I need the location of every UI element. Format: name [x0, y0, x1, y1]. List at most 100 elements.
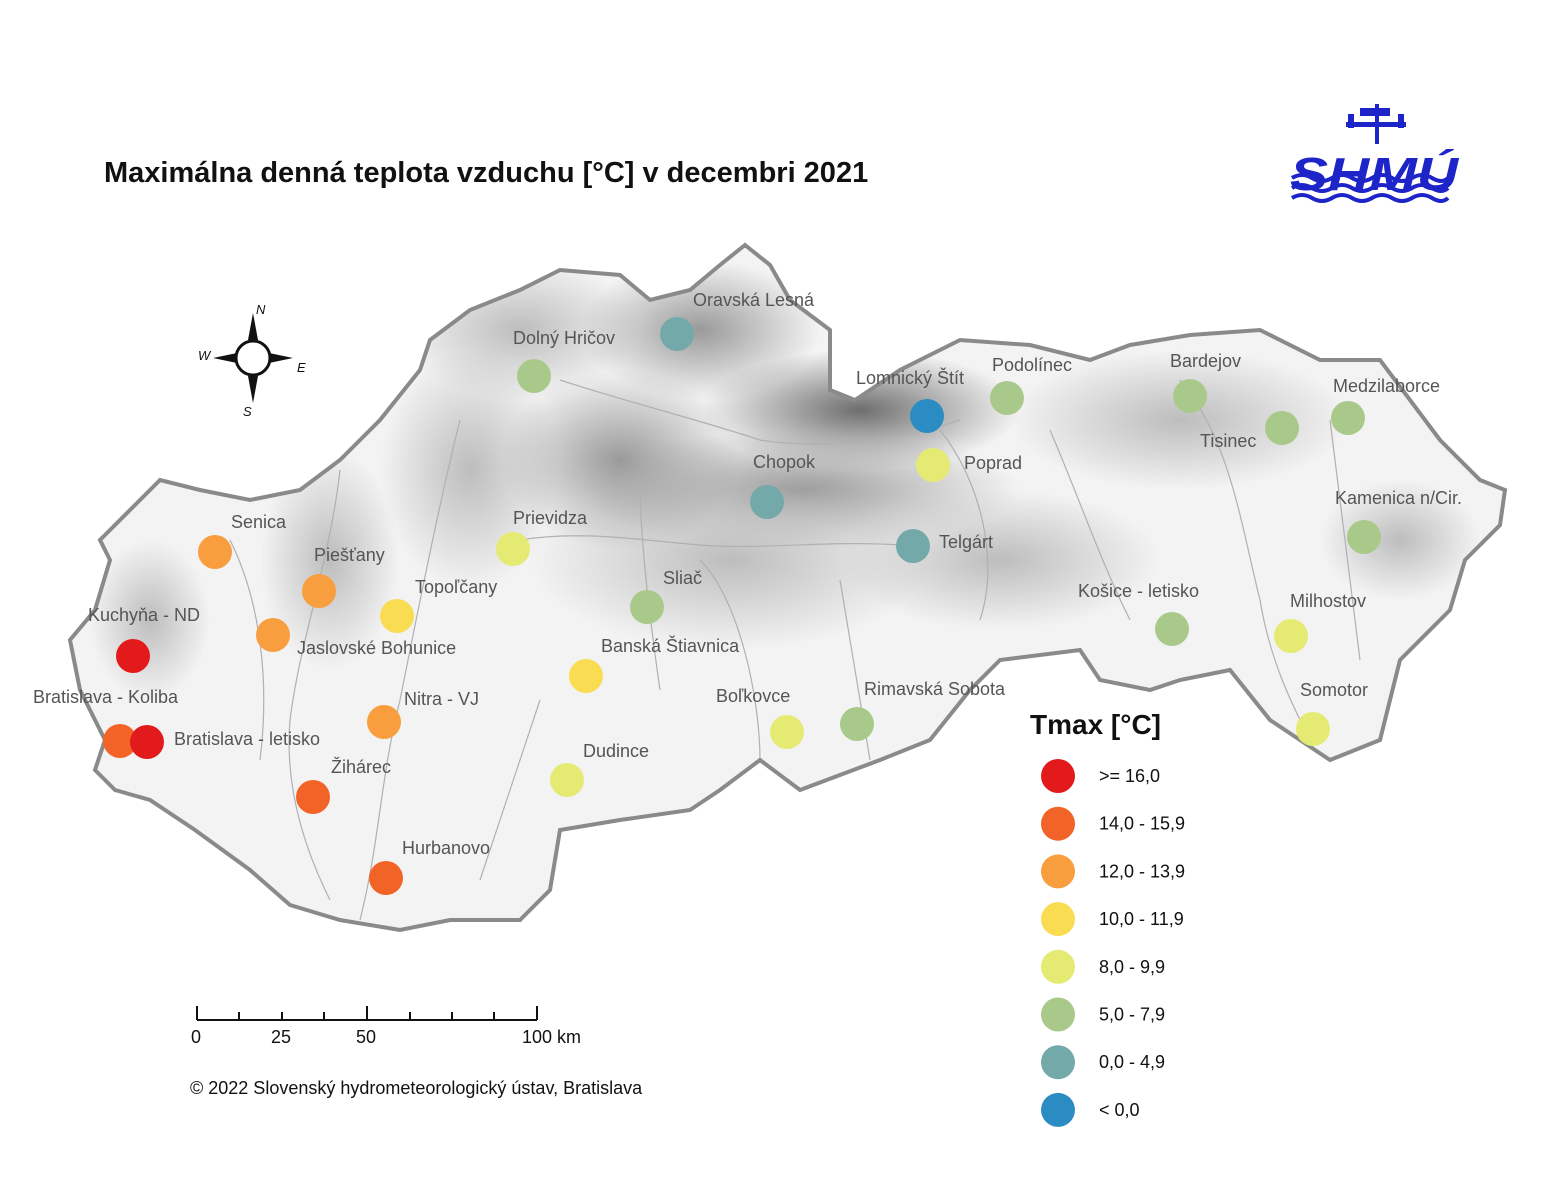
legend-swatch [1041, 997, 1075, 1032]
station-marker [550, 763, 584, 797]
station-label: Topoľčany [415, 577, 497, 597]
compass-e: E [297, 360, 306, 375]
station: Poprad [916, 448, 1022, 482]
station-label: Kuchyňa - ND [88, 605, 200, 625]
scale-label-25: 25 [271, 1027, 291, 1047]
station: Milhostov [1274, 591, 1366, 653]
station: Chopok [750, 452, 816, 519]
legend-swatch [1041, 806, 1075, 841]
station-marker [630, 590, 664, 624]
station-label: Dolný Hričov [513, 328, 615, 348]
legend-swatch [1041, 759, 1075, 793]
station-marker [130, 725, 164, 759]
station: Rimavská Sobota [840, 679, 1006, 741]
station: Nitra - VJ [367, 689, 479, 739]
station: Bratislava - letisko [130, 725, 320, 759]
weather-station-icon [1346, 104, 1406, 144]
scale-label-50: 50 [356, 1027, 376, 1047]
scale-label-0: 0 [191, 1027, 201, 1047]
station-marker [1265, 411, 1299, 445]
legend-swatch [1041, 1045, 1075, 1080]
station-marker [660, 317, 694, 351]
station-label: Milhostov [1290, 591, 1366, 611]
station-label: Piešťany [314, 545, 385, 565]
legend-label: 0,0 - 4,9 [1099, 1052, 1165, 1072]
station-marker [1274, 619, 1308, 653]
legend-label: 5,0 - 7,9 [1099, 1005, 1165, 1025]
station-marker [517, 359, 551, 393]
station-marker [990, 381, 1024, 415]
station-label: Bratislava - letisko [174, 729, 320, 749]
station-marker [103, 724, 137, 758]
station-label: Podolínec [992, 355, 1072, 375]
station: Prievidza [496, 508, 588, 566]
scale-bar [196, 1006, 538, 1021]
station-label: Tisinec [1200, 431, 1256, 451]
station-marker [296, 780, 330, 814]
station-marker [1296, 712, 1330, 746]
compass-n: N [256, 302, 266, 317]
station-label: Bardejov [1170, 351, 1241, 371]
station-label: Lomnický Štít [856, 367, 964, 388]
station-marker [916, 448, 950, 482]
station-label: Oravská Lesná [693, 290, 815, 310]
station: Podolínec [990, 355, 1072, 415]
station-label: Kamenica n/Cir. [1335, 488, 1462, 508]
water-waves-icon [1290, 173, 1450, 203]
station: Bratislava - Koliba [33, 687, 179, 758]
slovakia-relief-map [68, 243, 1507, 932]
station-marker [256, 618, 290, 652]
station-marker [369, 861, 403, 895]
station: Žihárec [296, 757, 391, 814]
stations-layer: Oravská Lesná Dolný Hričov Lomnický Štít Po… [33, 290, 1462, 895]
station-marker [198, 535, 232, 569]
station-label: Poprad [964, 453, 1022, 473]
station: Medzilaborce [1331, 376, 1440, 435]
station-marker [302, 574, 336, 608]
station-label: Košice - letisko [1078, 581, 1199, 601]
station-marker [1155, 612, 1189, 646]
station-marker [896, 529, 930, 563]
station: Dudince [550, 741, 649, 797]
station: Oravská Lesná [660, 290, 815, 351]
station-label: Boľkovce [716, 686, 790, 706]
logo-text: SHMÚ [1290, 148, 1460, 200]
legend-label: >= 16,0 [1099, 766, 1160, 786]
station: Sliač [630, 568, 702, 624]
legend-swatch [1041, 1092, 1075, 1127]
station-label: Hurbanovo [402, 838, 490, 858]
legend: Tmax [°C] >= 16,0 14,0 - 15,9 12,0 - 13,9 1… [1030, 709, 1185, 1127]
station-label: Sliač [663, 568, 702, 588]
legend-swatch [1041, 902, 1075, 937]
map-title: Maximálna denná teplota vzduchu [°C] v d… [104, 157, 868, 189]
station-marker [569, 659, 603, 693]
shmu-logo: SHMÚ [1290, 104, 1460, 203]
station-marker [367, 705, 401, 739]
station-label: Banská Štiavnica [601, 635, 740, 656]
station-label: Nitra - VJ [404, 689, 479, 709]
station-label: Jaslovské Bohunice [297, 638, 456, 658]
station-label: Senica [231, 512, 287, 532]
legend-label: 8,0 - 9,9 [1099, 957, 1165, 977]
station: Tisinec [1200, 411, 1299, 451]
station-label: Chopok [753, 452, 816, 472]
legend-label: < 0,0 [1099, 1100, 1140, 1120]
station-label: Telgárt [939, 532, 993, 552]
station-label: Somotor [1300, 680, 1368, 700]
station: Senica [198, 512, 287, 569]
north-arrow-icon [213, 313, 293, 403]
station-marker [750, 485, 784, 519]
station-marker [1331, 401, 1365, 435]
station-marker [116, 639, 150, 673]
legend-title: Tmax [°C] [1030, 709, 1161, 740]
station-label: Rimavská Sobota [864, 679, 1006, 699]
station-label: Bratislava - Koliba [33, 687, 179, 707]
compass-rose: N E S W [198, 302, 306, 419]
legend-label: 14,0 - 15,9 [1099, 814, 1185, 834]
station-marker [1347, 520, 1381, 554]
station-label: Dudince [583, 741, 649, 761]
station: Jaslovské Bohunice [256, 618, 456, 658]
station-marker [910, 399, 944, 433]
station: Piešťany [302, 545, 385, 608]
